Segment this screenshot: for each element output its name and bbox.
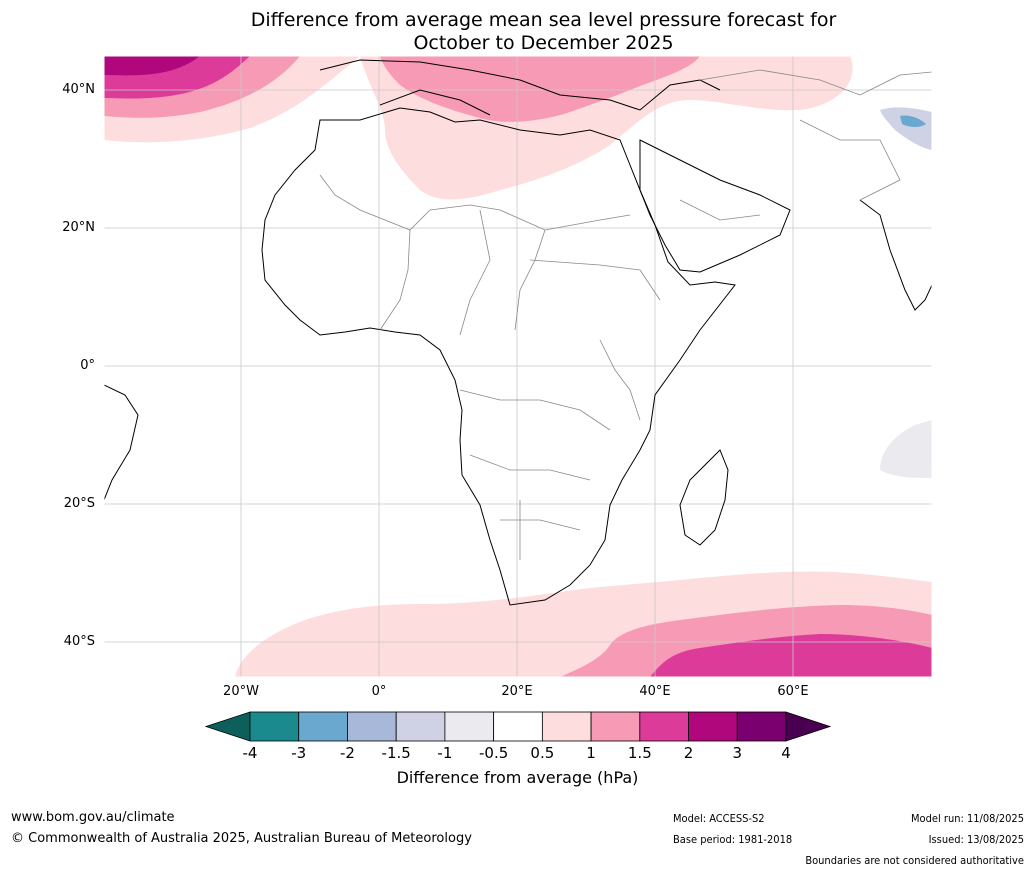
anomaly-band-s-1.5 [650, 634, 932, 677]
colorbar-tick: -2 [339, 744, 355, 762]
colorbar-tick: -0.5 [478, 744, 509, 762]
coastline-arabia [639, 139, 791, 273]
pressure-anomaly-map [103, 55, 933, 678]
footer-disclaimer: Boundaries are not considered authoritat… [805, 854, 1024, 867]
footer-website: www.bom.gov.au/climate [11, 810, 175, 825]
lat-label: 20°N [62, 220, 95, 235]
anomaly-band-asia-neg [880, 107, 932, 150]
border-line [529, 259, 661, 301]
colorbar-label: Difference from average (hPa) [0, 768, 1035, 787]
colorbar-tick: 2 [683, 744, 694, 762]
colorbar-tick: -1.5 [381, 744, 411, 762]
colorbar-bin [688, 711, 738, 742]
gridlines [104, 56, 932, 677]
colorbar-bin [249, 711, 300, 742]
colorbar-bin [736, 711, 787, 742]
country-borders [319, 69, 932, 560]
lon-label: 0° [371, 684, 387, 699]
map-border [103, 55, 933, 678]
colorbar-bin [444, 711, 495, 742]
coastline-madagascar [679, 449, 729, 546]
colorbar-tick: 0.5 [530, 744, 555, 762]
colorbar-bin [298, 711, 348, 742]
lat-label: 40°N [62, 82, 95, 97]
footer-model: Model: ACCESS-S2 [673, 812, 765, 825]
colorbar-bin [493, 711, 543, 742]
border-line [379, 229, 411, 331]
coastline-south-america [104, 384, 139, 501]
footer-base-period: Base period: 1981-2018 [673, 833, 793, 846]
border-line [679, 199, 761, 221]
colorbar-tick: 3 [732, 744, 743, 762]
border-line [459, 209, 491, 336]
anomaly-band-asia-neg-core [900, 115, 926, 127]
border-line [599, 339, 641, 421]
colorbar-low-extend [204, 711, 251, 742]
footer-model-run: Model run: 11/08/2025 [911, 812, 1024, 825]
lon-label: 20°W [223, 684, 259, 699]
lon-label: 40°E [639, 684, 671, 699]
colorbar-tick: 4 [781, 744, 791, 762]
lat-label: 0° [80, 358, 95, 373]
border-line [799, 119, 901, 201]
colorbar-tick: 1 [586, 744, 596, 762]
anomaly-band-nw-2 [104, 56, 200, 76]
colorbar-high-extend [785, 711, 832, 742]
colorbar-tick: -4 [242, 744, 258, 762]
colorbar-bin [541, 711, 592, 742]
colorbar-tick: -3 [291, 744, 307, 762]
colorbar-tick: 1.5 [627, 744, 652, 762]
anomaly-band-med-1 [380, 56, 700, 122]
colorbar-bin [347, 711, 397, 742]
colorbar-label-text: Difference from average (hPa) [396, 768, 639, 787]
anomaly-band-io-neg [880, 420, 932, 478]
colorbar-tick: -1 [437, 744, 453, 762]
anomaly-shading [104, 56, 932, 677]
colorbar-bin [639, 711, 689, 742]
lon-label: 20°E [501, 684, 533, 699]
coastline-europe [319, 59, 721, 116]
border-line [500, 519, 581, 531]
lat-label: 20°S [63, 496, 95, 511]
footer-issued: Issued: 13/08/2025 [928, 833, 1024, 846]
border-line [469, 454, 591, 481]
colorbar-bin [395, 711, 446, 742]
border-line [699, 69, 932, 96]
map-title-line2: October to December 2025 [413, 32, 674, 54]
map-title: Difference from average mean sea level p… [0, 9, 1035, 55]
border-line [319, 174, 631, 231]
footer-copyright: © Commonwealth of Australia 2025, Austra… [11, 831, 472, 846]
lat-label: 40°S [63, 634, 95, 649]
coastline-africa [261, 107, 736, 606]
map-title-line1: Difference from average mean sea level p… [250, 9, 837, 31]
lon-label: 60°E [777, 684, 809, 699]
border-line [459, 389, 611, 431]
border-line [514, 229, 546, 331]
coastline-india [859, 199, 932, 311]
colorbar-bin [590, 711, 641, 742]
coastlines [104, 59, 932, 606]
